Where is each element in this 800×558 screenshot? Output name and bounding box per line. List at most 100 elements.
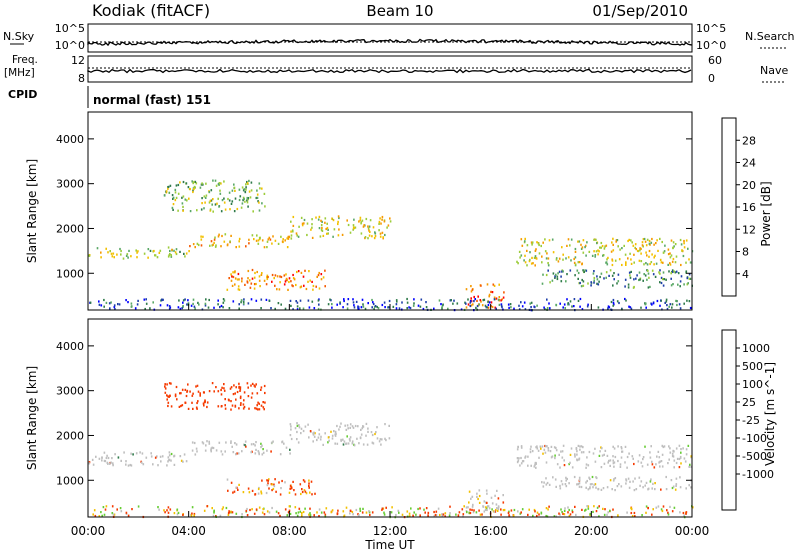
velocity-cell: [667, 511, 669, 514]
date-title: 01/Sep/2010: [592, 2, 688, 20]
velocity-cell: [281, 441, 283, 444]
power-cell: [659, 272, 661, 275]
power-cell: [520, 301, 522, 304]
power-cell: [659, 269, 661, 272]
velocity-cell: [594, 460, 597, 463]
power-cell: [181, 202, 184, 205]
power-cell: [248, 279, 251, 282]
velocity-cell: [314, 492, 316, 495]
velocity-cell: [649, 456, 652, 459]
power-cell: [231, 200, 234, 203]
power-cell: [369, 230, 371, 233]
velocity-cell: [679, 486, 682, 489]
velocity-cell: [580, 485, 583, 489]
velocity-cell: [527, 455, 529, 458]
power-cell: [492, 283, 495, 286]
power-cell: [420, 298, 423, 301]
power-cell: [175, 248, 178, 251]
velocity-cell: [592, 452, 595, 455]
power-cell: [244, 283, 246, 286]
power-cell: [236, 207, 239, 211]
power-cell: [184, 298, 186, 301]
power-cell: [243, 188, 246, 191]
power-cell: [246, 281, 249, 284]
power-cell: [649, 262, 651, 266]
power-cell: [260, 298, 263, 301]
velocity-cell: [488, 507, 491, 510]
velocity-cell: [565, 485, 568, 488]
velocity-cell: [375, 431, 377, 434]
power-cell: [612, 284, 614, 287]
time-tick-label: 20:00: [574, 524, 609, 538]
power-cell: [629, 306, 632, 309]
power-cell: [653, 256, 655, 259]
velocity-cell: [539, 445, 542, 448]
power-cell: [170, 255, 173, 258]
freq-left-tick-top: 12: [71, 54, 85, 67]
velocity-cell: [561, 511, 563, 514]
velocity-cell: [232, 393, 235, 396]
power-cell: [521, 305, 524, 308]
velocity-cell: [645, 511, 647, 514]
power-ytick-label: 2000: [56, 222, 84, 235]
velocity-cell: [512, 514, 515, 517]
velocity-cell: [544, 444, 546, 448]
power-cell: [537, 242, 540, 245]
power-cell: [556, 275, 559, 278]
power-cell: [267, 275, 269, 279]
power-cell: [662, 284, 665, 287]
velocity-cell: [318, 433, 321, 436]
power-cell: [209, 209, 212, 212]
power-cell: [501, 298, 503, 301]
power-cell: [408, 306, 410, 309]
power-cell: [689, 306, 692, 310]
velocity-cell: [472, 503, 474, 506]
power-cell: [599, 275, 601, 279]
power-cell: [215, 184, 218, 187]
velocity-cell: [688, 484, 690, 487]
power-cell: [253, 287, 256, 290]
power-cell: [143, 252, 146, 255]
velocity-cell: [331, 509, 334, 512]
power-cell: [145, 302, 148, 305]
velocity-cell: [485, 506, 487, 509]
velocity-cell: [260, 492, 263, 495]
velocity-cell: [219, 514, 222, 517]
power-cell: [648, 242, 651, 245]
power-cell: [638, 271, 641, 274]
velocity-cell: [163, 509, 165, 512]
velocity-cell: [423, 508, 425, 511]
power-cell: [242, 196, 245, 199]
velocity-cell: [675, 484, 677, 487]
velocity-cell: [661, 444, 664, 447]
velocity-cell: [560, 508, 562, 511]
velocity-cell: [239, 395, 242, 398]
velocity-cell: [457, 514, 460, 517]
power-cell: [582, 251, 585, 254]
velocity-cell: [521, 460, 524, 463]
power-cell: [646, 263, 649, 266]
velocity-cell: [593, 505, 595, 508]
velocity-cell: [651, 460, 653, 463]
velocity-cell: [191, 506, 194, 509]
power-cell: [566, 244, 568, 247]
power-cell: [580, 247, 583, 250]
power-cell: [587, 303, 589, 306]
power-cell: [632, 286, 635, 289]
velocity-cell: [257, 450, 260, 453]
power-cell: [498, 283, 500, 286]
power-cell: [534, 249, 537, 252]
power-cell: [573, 305, 575, 308]
velocity-cell: [243, 391, 246, 394]
power-cell: [218, 233, 220, 236]
velocity-cell: [449, 512, 451, 515]
velocity-cell: [346, 424, 349, 427]
velocity-cell: [564, 483, 567, 486]
velocity-cell: [567, 506, 569, 509]
velocity-cell: [288, 509, 291, 512]
velocity-cell: [578, 476, 581, 479]
power-cell: [526, 249, 528, 252]
power-cell: [296, 270, 298, 274]
power-cell: [175, 196, 178, 199]
power-cell: [654, 254, 656, 257]
